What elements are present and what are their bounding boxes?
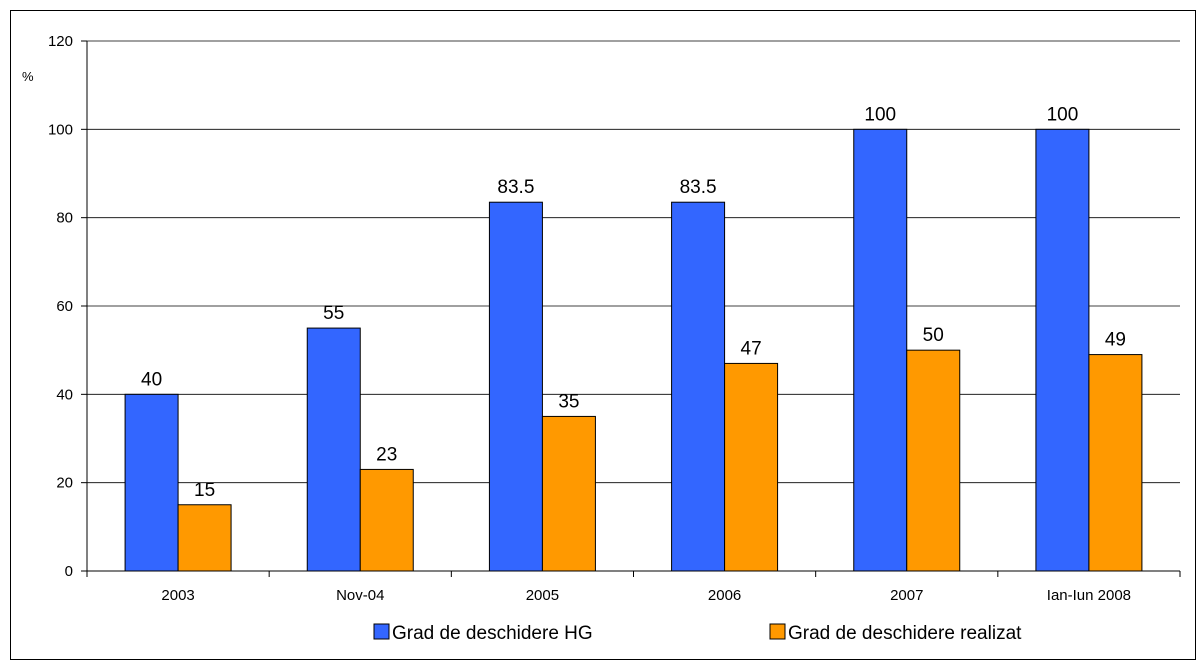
bar-hg-0	[124, 393, 179, 572]
data-label: 23	[376, 444, 397, 465]
data-label: 40	[141, 369, 162, 390]
x-axis: 2003 Nov-04 2005 2006 2007 Ian-Iun 2008	[86, 570, 1181, 604]
gridlines	[87, 40, 1180, 484]
legend-swatch-realizat	[769, 623, 786, 640]
bar-realizat-4	[906, 349, 961, 572]
bar-hg-3	[671, 201, 726, 572]
bar-hg-1	[306, 327, 361, 572]
y-axis: 0 20 40 60 80 100 120	[48, 33, 88, 580]
y-tick-label: 120	[48, 33, 73, 50]
legend-label: Grad de deschidere HG	[392, 623, 593, 644]
legend: Grad de deschidere HG Grad de deschidere …	[373, 623, 1022, 644]
legend-label: Grad de deschidere realizat	[788, 623, 1022, 644]
bar-realizat-5	[1088, 354, 1143, 572]
x-tick-label: 2006	[708, 587, 741, 604]
data-label: 83.5	[680, 177, 717, 198]
y-axis-unit-label: %	[22, 69, 34, 84]
y-tick-label: 60	[56, 298, 73, 315]
bar-hg-2	[488, 201, 543, 572]
x-tick-label: 2007	[890, 587, 923, 604]
data-labels: 40 15 55 23 83.5 35 83.5 47 100 50 100 49	[141, 104, 1126, 500]
data-label: 49	[1105, 330, 1126, 351]
bar-realizat-1	[359, 468, 414, 572]
y-tick-label: 20	[56, 475, 73, 492]
bar-realizat-2	[541, 415, 596, 572]
y-tick-label: 100	[48, 121, 73, 138]
bar-hg-4	[853, 128, 908, 572]
data-label: 100	[864, 104, 896, 125]
x-tick-label: Ian-Iun 2008	[1047, 587, 1131, 604]
y-tick-label: 40	[56, 386, 73, 403]
legend-swatch-hg	[373, 623, 390, 640]
bar-hg-5	[1035, 128, 1090, 572]
data-label: 35	[558, 391, 579, 412]
bars	[124, 128, 1143, 572]
bar-realizat-0	[177, 504, 232, 572]
x-tick-label: 2005	[526, 587, 559, 604]
data-label: 47	[741, 338, 762, 359]
data-label: 15	[194, 480, 215, 501]
data-label: 50	[923, 325, 944, 346]
bar-realizat-3	[724, 362, 779, 572]
data-label: 55	[323, 303, 344, 324]
x-tick-label: 2003	[161, 587, 194, 604]
x-tick-label: Nov-04	[336, 587, 384, 604]
y-tick-label: 80	[56, 210, 73, 227]
data-label: 83.5	[497, 177, 534, 198]
y-tick-label: 0	[65, 563, 73, 580]
data-label: 100	[1047, 104, 1079, 125]
